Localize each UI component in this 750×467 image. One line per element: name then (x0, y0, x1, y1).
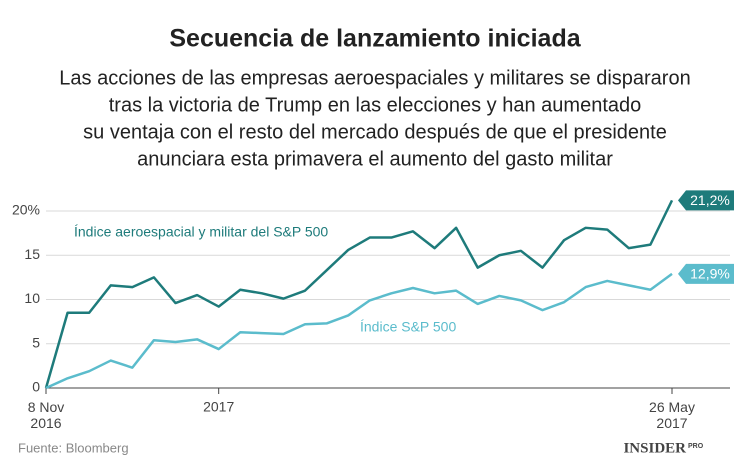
subtitle: su ventaja con el resto del mercado desp… (83, 121, 667, 143)
logo: INSIDER (623, 440, 686, 456)
y-tick-label: 0 (32, 379, 40, 395)
series-line (45, 272, 673, 390)
y-tick-label: 10 (24, 290, 40, 306)
y-tick-label: 5 (32, 334, 40, 350)
x-tick-label: 2017 (203, 399, 234, 415)
logo-suffix: PRO (688, 443, 704, 450)
subtitle: anunciara esta primavera el aumento del … (137, 148, 613, 170)
source: Fuente: Bloomberg (18, 440, 129, 455)
subtitle: Las acciones de las empresas aeroespacia… (59, 67, 690, 89)
chart-title: Secuencia de lanzamiento iniciada (169, 25, 581, 53)
y-tick-label: 15 (24, 246, 40, 262)
value-label-box (678, 263, 734, 284)
x-tick-label: 26 May 2017 (649, 399, 695, 431)
value-label-box (678, 190, 734, 211)
value-label: 12,9% (690, 266, 730, 282)
y-tick-label: 20% (12, 202, 40, 218)
series-label: Índice aeroespacial y militar del S&P 50… (74, 224, 328, 240)
series-line (44, 199, 674, 389)
series-label: Índice S&P 500 (360, 319, 456, 335)
x-tick-label: 8 Nov 2016 (28, 399, 65, 431)
subtitle: tras la victoria de Trump en las eleccio… (109, 94, 642, 116)
value-label: 21,2% (690, 192, 730, 208)
